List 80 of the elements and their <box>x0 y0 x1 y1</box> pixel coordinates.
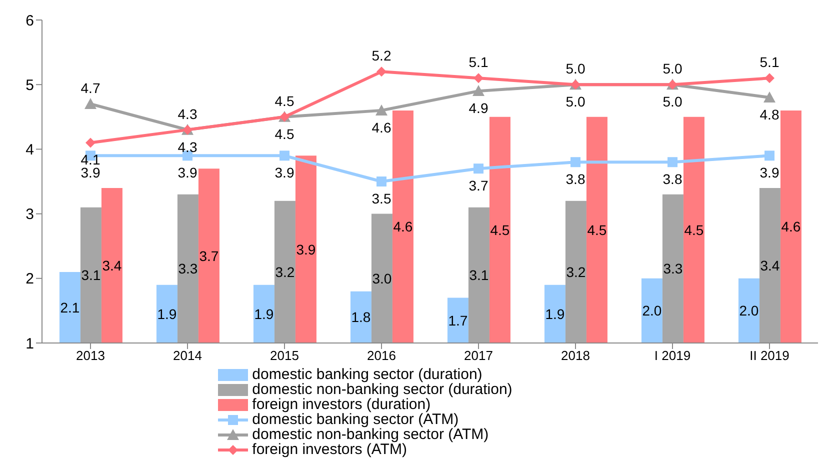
data-label: 3.2 <box>566 264 586 280</box>
x-tick-label: II 2019 <box>750 348 790 364</box>
data-label: 4.6 <box>393 218 413 235</box>
data-label: 1.9 <box>157 306 177 322</box>
data-label: 1.9 <box>254 306 274 322</box>
data-label: 4.5 <box>274 126 294 142</box>
data-label: 2.0 <box>739 302 759 319</box>
data-label: 4.3 <box>178 106 198 122</box>
data-label: 4.5 <box>274 92 294 109</box>
point <box>376 66 386 77</box>
legend-label: domestic non-banking sector (duration) <box>252 381 512 398</box>
point <box>86 138 96 148</box>
point <box>280 150 290 161</box>
data-label: 3.2 <box>275 264 295 280</box>
data-label: 4.6 <box>372 119 392 136</box>
data-label: 3.9 <box>760 164 780 181</box>
data-label: 3.8 <box>566 171 586 188</box>
data-label: 1.8 <box>351 309 371 326</box>
legend-label: foreign investors (ATM) <box>252 441 407 458</box>
data-label: 3.7 <box>468 178 488 194</box>
data-label: 3.4 <box>102 257 122 274</box>
data-label: 4.5 <box>684 222 704 238</box>
data-label: 4.5 <box>490 222 510 238</box>
point <box>376 104 388 116</box>
x-tick-label: 2014 <box>173 348 202 364</box>
y-tick-label: 2 <box>26 270 34 288</box>
point <box>570 157 580 168</box>
x-tick-label: 2015 <box>270 348 299 364</box>
x-tick-label: I 2019 <box>654 348 691 364</box>
point <box>764 92 776 103</box>
data-label: 4.3 <box>178 138 198 155</box>
data-label: 4.6 <box>781 218 801 235</box>
data-label: 5.2 <box>372 48 392 64</box>
legend-label: domestic banking sector (duration) <box>252 366 482 383</box>
y-tick-label: 1 <box>26 335 34 352</box>
legend-label: domestic non-banking sector (ATM) <box>252 426 489 443</box>
data-label: 2.0 <box>642 302 662 319</box>
point <box>376 176 386 186</box>
data-label: 5.0 <box>662 94 682 110</box>
data-label: 3.9 <box>296 241 316 258</box>
point <box>474 164 484 174</box>
data-label: 3.7 <box>199 248 219 264</box>
data-label: 5.1 <box>760 54 780 70</box>
y-tick-label: 3 <box>26 206 34 224</box>
data-label: 3.9 <box>274 164 294 181</box>
data-label: 3.1 <box>81 267 101 284</box>
data-label: 5.0 <box>662 60 682 77</box>
point <box>474 73 484 84</box>
data-label: 3.1 <box>469 267 489 284</box>
data-label: 1.9 <box>545 306 565 322</box>
data-label: 4.8 <box>760 106 780 123</box>
y-tick-label: 5 <box>26 76 34 94</box>
point <box>84 98 96 109</box>
data-label: 5.0 <box>566 94 586 110</box>
point <box>668 157 678 168</box>
data-label: 5.0 <box>566 60 586 77</box>
point <box>764 150 774 161</box>
x-tick-label: 2016 <box>367 348 396 364</box>
data-label: 2.1 <box>60 299 80 316</box>
point <box>764 73 774 84</box>
x-tick-label: 2017 <box>464 348 493 364</box>
y-tick-label: 6 <box>26 12 34 30</box>
data-label: 3.8 <box>662 171 682 188</box>
legend-label: domestic banking sector (ATM) <box>252 411 459 428</box>
data-label: 3.9 <box>178 164 198 181</box>
data-label: 1.7 <box>448 312 468 328</box>
data-label: 3.3 <box>663 260 683 277</box>
x-tick-label: 2013 <box>76 348 105 364</box>
data-label: 4.5 <box>587 222 607 238</box>
data-label: 3.3 <box>178 260 198 277</box>
data-label: 4.7 <box>80 80 100 96</box>
data-label: 4.9 <box>468 100 488 116</box>
point <box>472 85 484 96</box>
y-tick-label: 4 <box>26 142 34 159</box>
data-label: 3.5 <box>372 190 392 206</box>
data-label: 5.1 <box>468 54 488 70</box>
x-tick-label: 2018 <box>561 348 590 364</box>
data-label: 3.4 <box>760 257 780 274</box>
data-label: 3.0 <box>372 270 392 286</box>
legend-label: foreign investors (duration) <box>252 396 431 413</box>
